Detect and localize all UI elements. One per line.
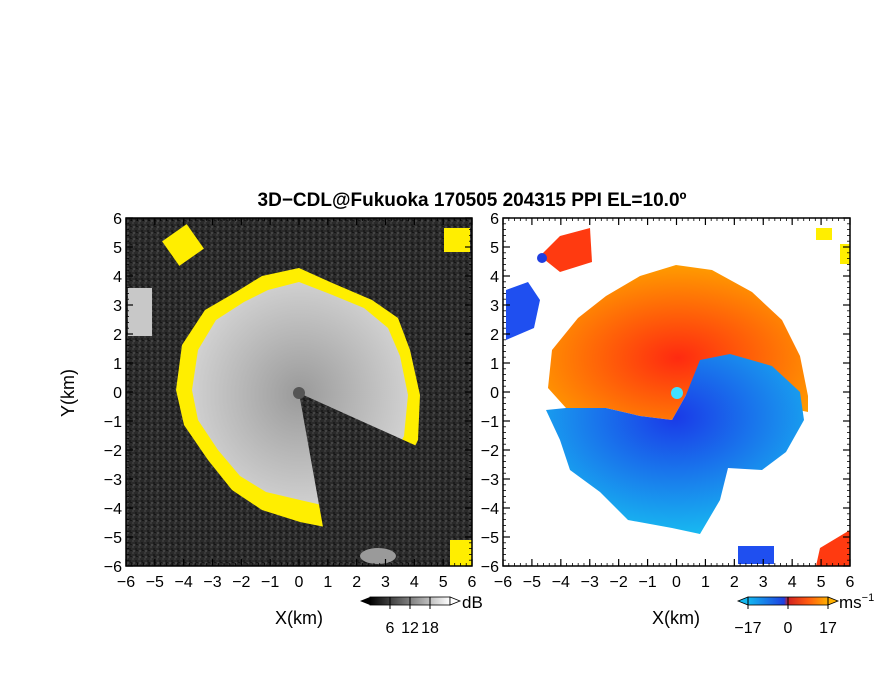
reflectivity-corner-echo-tr — [444, 228, 470, 252]
reflectivity-y-tick-label: 0 — [113, 385, 122, 402]
velocity-y-tick-label: −3 — [481, 472, 499, 489]
reflectivity-y-tick-label: 5 — [113, 240, 122, 257]
reflectivity-y-tick-label: 3 — [113, 298, 122, 315]
reflectivity-corner-echo-br — [450, 540, 472, 566]
velocity-x-tick-label: −5 — [523, 574, 541, 591]
velocity-x-tick-label: 3 — [759, 574, 768, 591]
reflectivity-x-tick-label: −5 — [146, 574, 164, 591]
reflectivity-colorbar-min-arrow — [360, 597, 370, 605]
reflectivity-panel: −6 −5 −4 −3 −2 −1 0 1 2 3 4 5 6 6 5 4 3 2 1 0 −1 −2 −3 −4 −5 −6 X… — [58, 211, 477, 628]
reflectivity-y-tick-label: −6 — [104, 559, 122, 576]
velocity-y-tick-label: −4 — [481, 501, 499, 518]
velocity-ticks: −6 −5 −4 −3 −2 −1 0 1 2 3 4 5 6 6 5 4 3 2 1 0 −1 −2 −3 −4 −5 −6 — [481, 211, 855, 591]
reflectivity-y-tick-label: −2 — [104, 443, 122, 460]
reflectivity-x-tick-label: −1 — [261, 574, 279, 591]
reflectivity-y-tick-label: 1 — [113, 356, 122, 373]
reflectivity-colorbar: 6 12 18 dB — [360, 593, 483, 637]
radar-center-marker — [293, 387, 305, 399]
velocity-center-marker — [671, 387, 683, 399]
velocity-echo-br — [816, 530, 850, 566]
velocity-colorbar-max-arrow — [827, 596, 840, 606]
velocity-colorbar: −17 0 17 ms−1 — [734, 592, 874, 637]
velocity-colorbar-tick-label: 0 — [784, 620, 793, 637]
reflectivity-x-tick-label: −6 — [117, 574, 135, 591]
velocity-x-tick-label: −3 — [581, 574, 599, 591]
velocity-y-tick-label: 1 — [490, 356, 499, 373]
velocity-panel: −6 −5 −4 −3 −2 −1 0 1 2 3 4 5 6 6 5 4 3 2 1 0 −1 −2 −3 −4 −5 −6 X… — [481, 211, 855, 628]
reflectivity-x-tick-label: −2 — [232, 574, 250, 591]
reflectivity-ylabel: Y(km) — [58, 369, 78, 417]
velocity-y-tick-label: −5 — [481, 530, 499, 547]
velocity-x-tick-label: 1 — [701, 574, 710, 591]
velocity-y-tick-label: −1 — [481, 414, 499, 431]
velocity-y-tick-label: 0 — [490, 385, 499, 402]
velocity-x-tick-label: 5 — [817, 574, 826, 591]
velocity-xlabel: X(km) — [652, 608, 700, 628]
velocity-x-tick-label: −2 — [610, 574, 628, 591]
reflectivity-x-tick-label: 6 — [468, 574, 477, 591]
velocity-echo-bl — [738, 546, 774, 564]
velocity-x-tick-label: 0 — [672, 574, 681, 591]
reflectivity-x-tick-label: 5 — [439, 574, 448, 591]
velocity-colorbar-tick-label: −17 — [734, 620, 761, 637]
reflectivity-x-tick-label: 4 — [410, 574, 419, 591]
reflectivity-xlabel: X(km) — [275, 608, 323, 628]
reflectivity-x-tick-label: 2 — [352, 574, 361, 591]
reflectivity-x-tick-label: −3 — [203, 574, 221, 591]
reflectivity-x-tick-label: 0 — [295, 574, 304, 591]
reflectivity-x-tick-label: 3 — [381, 574, 390, 591]
reflectivity-colorbar-tick-label: 12 — [401, 620, 419, 637]
velocity-y-tick-label: −2 — [481, 443, 499, 460]
velocity-colorbar-tick-label: 17 — [819, 620, 837, 637]
reflectivity-y-tick-label: 6 — [113, 211, 122, 228]
reflectivity-y-tick-label: −5 — [104, 530, 122, 547]
velocity-y-tick-label: 3 — [490, 298, 499, 315]
velocity-y-tick-label: 6 — [490, 211, 499, 228]
reflectivity-x-tick-label: −4 — [175, 574, 193, 591]
velocity-colorbar-unit-base: ms — [839, 593, 862, 612]
velocity-colorbar-ticks: −17 0 17 — [734, 597, 837, 637]
velocity-y-tick-label: 4 — [490, 269, 499, 286]
reflectivity-ticks: −6 −5 −4 −3 −2 −1 0 1 2 3 4 5 6 6 5 4 3 2 1 0 −1 −2 −3 −4 −5 −6 — [104, 211, 477, 591]
velocity-echo-tr — [816, 228, 832, 240]
reflectivity-y-tick-label: −1 — [104, 414, 122, 431]
reflectivity-corner-echo-tl — [162, 224, 204, 266]
velocity-x-tick-label: 6 — [846, 574, 855, 591]
reflectivity-y-tick-label: 2 — [113, 327, 122, 344]
velocity-x-tick-label: −1 — [638, 574, 656, 591]
reflectivity-wedge — [299, 393, 470, 566]
velocity-x-tick-label: −6 — [494, 574, 512, 591]
velocity-echo-tl — [540, 228, 592, 272]
figure-title: 3D−CDL@Fukuoka 170505 204315 PPI EL=10.0… — [258, 190, 687, 211]
reflectivity-colorbar-unit: dB — [462, 593, 483, 612]
velocity-x-tick-label: 4 — [788, 574, 797, 591]
velocity-colorbar-unit-exp: −1 — [862, 592, 875, 604]
reflectivity-colorbar-tick-label: 6 — [386, 620, 395, 637]
reflectivity-x-tick-label: 1 — [323, 574, 332, 591]
velocity-y-tick-label: −6 — [481, 559, 499, 576]
reflectivity-colorbar-tick-label: 18 — [421, 620, 439, 637]
velocity-echo-left — [506, 282, 540, 340]
reflectivity-y-tick-label: −4 — [104, 501, 122, 518]
reflectivity-corner-echo-b — [360, 548, 396, 564]
velocity-y-tick-label: 2 — [490, 327, 499, 344]
velocity-y-tick-label: 5 — [490, 240, 499, 257]
velocity-colorbar-unit: ms−1 — [839, 592, 874, 612]
reflectivity-colorbar-ticks: 6 12 18 — [386, 597, 439, 637]
velocity-colorbar-min-arrow — [736, 596, 749, 606]
reflectivity-colorbar-max-arrow — [449, 596, 462, 606]
reflectivity-y-tick-label: 4 — [113, 269, 122, 286]
velocity-x-tick-label: 2 — [730, 574, 739, 591]
velocity-x-tick-label: −4 — [552, 574, 570, 591]
reflectivity-corner-echo-l — [128, 288, 152, 336]
velocity-echo-r — [840, 244, 850, 264]
reflectivity-y-tick-label: −3 — [104, 472, 122, 489]
velocity-echo-tl-blue — [537, 253, 547, 263]
velocity-negative-region — [546, 354, 804, 534]
